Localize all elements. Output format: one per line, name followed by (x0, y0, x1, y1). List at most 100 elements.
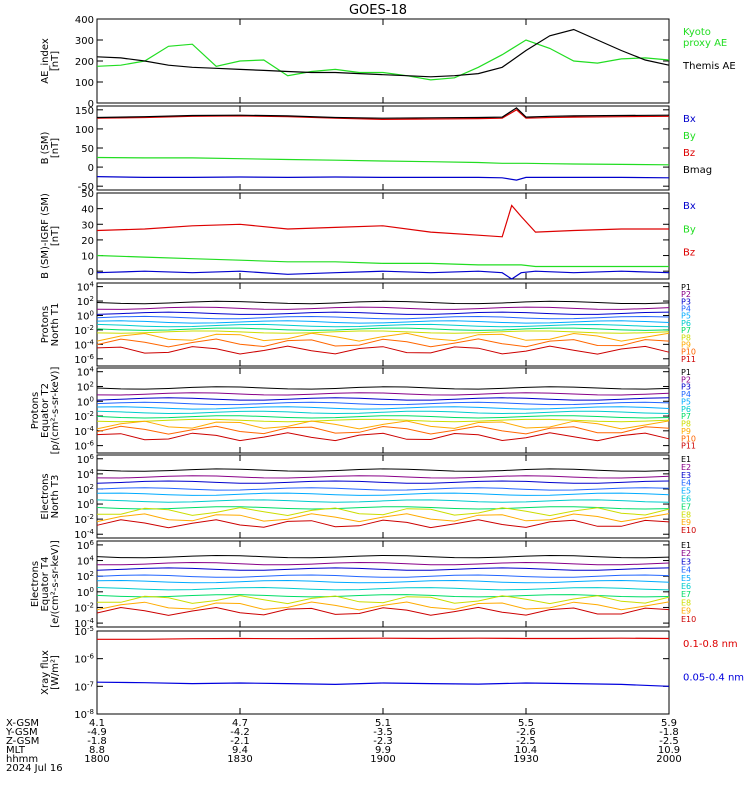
x-axis-value: -4.9 (87, 727, 107, 738)
legend-entry: 0.1-0.8 nm (683, 639, 738, 650)
channel-label: P1 (681, 368, 691, 377)
y-axis-label: AE_index [nT] (40, 38, 61, 84)
y-tick-label: 10-7 (74, 680, 94, 693)
x-axis-date: 2024 Jul 16 (6, 763, 63, 774)
flux-line-e6 (96, 499, 670, 503)
y-axis-label: Electrons North T3 (40, 473, 61, 519)
y-tick-label: 0 (88, 267, 94, 278)
y-axis-label: B (SM)-IGRF (SM) [nT] (40, 193, 61, 279)
y-axis-label-line: North T3 (50, 475, 61, 519)
flux-line-e9 (96, 513, 670, 523)
y-tick-label: 20 (81, 236, 94, 247)
x-axis-row-label: Z-GSM (6, 736, 39, 747)
flux-line-p9 (96, 332, 670, 342)
y-tick-label: -50 (78, 182, 94, 193)
flux-line-p5 (96, 320, 670, 324)
panel-frame (96, 540, 670, 628)
x-axis-value: 4.7 (232, 718, 248, 729)
channel-label: P8 (681, 333, 691, 342)
y-tick-label: 10-2 (74, 513, 94, 526)
x-axis-row-label: X-GSM (6, 718, 39, 729)
flux-line-p2 (96, 306, 670, 310)
x-axis-value: -2.1 (230, 736, 250, 747)
y-tick-label: 104 (77, 281, 95, 294)
x-axis-value: -1.8 (87, 736, 107, 747)
flux-line-e5 (96, 492, 670, 496)
flux-line-e6 (96, 586, 670, 591)
y-axis-label-line: [nT] (50, 138, 61, 158)
y-tick-label: 10 (81, 252, 94, 263)
channel-label: P9 (681, 340, 691, 349)
legend-entry: Bx (683, 201, 696, 212)
y-axis-label-line: [p/(cm²-s-sr-keV)] (50, 367, 61, 455)
y-tick-label: 10-6 (74, 353, 94, 366)
x-axis-row-label: MLT (6, 745, 26, 756)
y-tick-label: 0 (88, 163, 94, 174)
panel-protons_equator: Protons Equator T2 [p/(cm²-s-sr-keV)] 10410… (30, 366, 696, 455)
y-tick-label: 10-2 (74, 324, 94, 337)
flux-line-e2 (96, 561, 670, 566)
y-tick-label: 10-5 (74, 625, 94, 638)
legend-entry: Bz (683, 248, 695, 259)
y-tick-label: 104 (77, 366, 95, 379)
y-tick-label: 200 (75, 57, 94, 68)
y-tick-label: 106 (77, 453, 95, 466)
x-axis-value: 1830 (227, 754, 252, 765)
y-tick-label: 104 (77, 555, 95, 568)
x-axis-value: 5.1 (375, 718, 391, 729)
flux-line-p11 (96, 432, 670, 442)
y-tick-label: 50 (81, 144, 94, 155)
y-axis-label-line: [nT] (50, 51, 61, 71)
channel-label: E3 (681, 471, 691, 480)
x-axis-value: 2000 (656, 754, 681, 765)
y-tick-label: 100 (77, 395, 94, 408)
legend-entry: Kyoto (683, 27, 711, 38)
y-axis-label: Xray flux [W/m²] (40, 650, 61, 695)
y-tick-label: 10-4 (74, 338, 94, 351)
channel-label: E7 (681, 502, 691, 511)
flux-line-e1 (96, 468, 670, 472)
channel-label: P2 (681, 375, 691, 384)
x-axis-value: -2.3 (373, 736, 393, 747)
y-tick-label: 10-2 (74, 601, 94, 614)
y-axis-label-line: Xray flux (40, 650, 51, 695)
y-tick-label: 30 (81, 220, 94, 231)
y-tick-label: 102 (77, 570, 94, 583)
y-axis-label: Protons North T1 (40, 303, 61, 347)
flux-line-p11 (96, 345, 670, 355)
channel-label: E6 (681, 582, 691, 591)
flux-line-e7 (96, 506, 670, 510)
y-tick-label: 100 (75, 125, 94, 136)
x-axis-value: -2.5 (659, 736, 679, 747)
channel-label: P5 (681, 397, 691, 406)
series-line (96, 176, 670, 181)
channel-label: E5 (681, 574, 691, 583)
channel-label: E10 (681, 615, 696, 624)
flux-line-e8 (97, 507, 670, 517)
channel-label: P3 (681, 383, 691, 392)
y-tick-label: 102 (77, 380, 94, 393)
x-axis-value: 10.9 (658, 745, 680, 756)
channel-label: E2 (681, 463, 691, 472)
flux-line-p2 (96, 392, 670, 396)
flux-line-e5 (96, 579, 670, 584)
flux-line-p9 (96, 420, 670, 430)
y-axis-label-line: Electrons (40, 473, 51, 519)
channel-label: E4 (681, 566, 691, 575)
x-axis-value: 1930 (513, 754, 538, 765)
legend-entry: Bz (683, 148, 695, 159)
flux-line-p7 (96, 327, 670, 331)
flux-line-e4 (96, 487, 670, 491)
y-tick-label: 10-6 (74, 440, 94, 453)
x-axis-value: -3.5 (373, 727, 393, 738)
flux-line-p1 (96, 300, 670, 305)
y-axis-label-line: Protons (40, 306, 51, 343)
y-axis-label-line: Equator T2 (40, 383, 51, 438)
channel-label: P7 (681, 412, 691, 421)
flux-line-p1 (96, 386, 670, 390)
y-axis-label-line: Equator T4 (40, 557, 51, 612)
